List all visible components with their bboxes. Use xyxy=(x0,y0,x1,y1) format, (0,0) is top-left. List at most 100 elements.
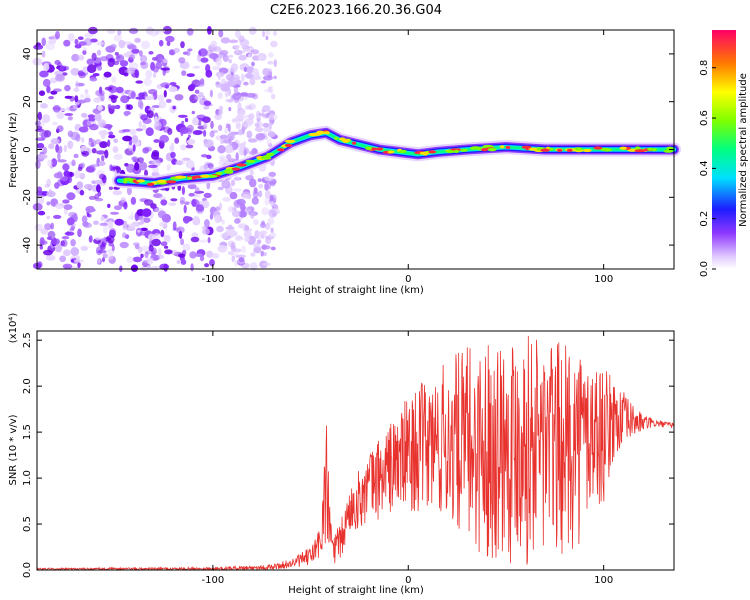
spectrogram-blob xyxy=(234,218,241,224)
ridge-peak xyxy=(236,163,247,167)
spectrogram-blob xyxy=(42,146,48,155)
spectrogram-blob xyxy=(113,34,123,42)
spectrogram-blob xyxy=(188,192,195,197)
spectrogram-blob xyxy=(77,54,85,61)
ridge-peak xyxy=(556,148,563,152)
spectrogram-blob xyxy=(228,131,236,137)
spectrogram-blob xyxy=(265,35,269,41)
spectrogram-blob xyxy=(220,134,228,140)
spectrogram-blob xyxy=(262,122,270,128)
spectrogram-blob xyxy=(270,93,276,100)
spectrogram-blob xyxy=(99,141,108,149)
spectrogram-blob xyxy=(217,92,223,100)
snr-panel: -100 0 100 0.0 0.5 1.0 1.5 2.0 2.5 Height of st… xyxy=(8,313,675,596)
spectrogram-blob xyxy=(138,92,145,98)
spectrogram-blob xyxy=(235,114,245,122)
spectrogram-blob xyxy=(151,238,161,247)
spectrogram-blob xyxy=(196,81,205,87)
x-tick-label: 100 xyxy=(594,274,613,285)
spectrogram-blob xyxy=(122,232,127,239)
spectrogram-blob xyxy=(262,262,272,266)
spectrogram-blob xyxy=(180,259,187,265)
ridge-peak xyxy=(276,148,285,152)
spectrogram-blob xyxy=(51,236,55,240)
spectrogram-blob xyxy=(258,183,264,189)
spectrogram-blob xyxy=(218,105,224,111)
spectrogram-blob xyxy=(32,203,43,211)
ridge-peak xyxy=(470,146,475,150)
spectrogram-blob xyxy=(52,105,61,113)
spectrogram-blob xyxy=(109,105,119,110)
spectrogram-blob xyxy=(236,235,242,240)
ridge-peak xyxy=(284,139,296,143)
spectrogram-blob xyxy=(54,60,61,65)
spectrogram-blob xyxy=(244,225,250,231)
y-tick-label: -40 xyxy=(22,237,33,253)
spectrogram-blob xyxy=(157,254,165,259)
spectrogram-blob xyxy=(61,236,70,240)
spectrogram-blob xyxy=(70,67,80,76)
spectrogram-blob xyxy=(132,144,136,152)
spectrogram-blob xyxy=(88,139,97,148)
spectrogram-blob xyxy=(140,227,148,232)
spectrogram-blob xyxy=(208,162,214,170)
spectrogram-blob xyxy=(220,138,224,145)
spectrogram-blob xyxy=(44,223,52,231)
spectrogram-blob xyxy=(184,117,189,123)
spectrogram-blob xyxy=(95,139,102,145)
spectrogram-blob xyxy=(174,137,180,144)
spectrogram-blob xyxy=(209,53,219,60)
spectrogram-blob xyxy=(100,216,105,222)
spectrogram-blob xyxy=(170,198,178,202)
spectrogram-blob xyxy=(113,153,123,161)
spectrogram-blob xyxy=(108,134,116,139)
spectrogram-blob xyxy=(135,96,145,100)
spectrogram-blob xyxy=(194,95,202,101)
spectrogram-blob xyxy=(146,257,154,265)
colorbar-label: Normalized spectral amplitude xyxy=(738,73,749,227)
spectrogram-blob xyxy=(263,252,267,257)
spectrogram-y-ticks: -40 -20 0 20 40 xyxy=(22,48,674,253)
spectrogram-blob xyxy=(267,131,276,138)
spectrogram-blob xyxy=(200,57,209,63)
spectrogram-blob xyxy=(140,40,151,50)
spectrogram-blob xyxy=(93,220,99,225)
snr-x-label: Height of straight line (km) xyxy=(288,585,424,596)
spectrogram-blob xyxy=(262,68,270,76)
spectrogram-blob xyxy=(190,263,194,272)
spectrogram-blob xyxy=(255,133,266,141)
spectrogram-blob xyxy=(269,180,276,187)
ridge-peak xyxy=(666,146,674,150)
spectrogram-blob xyxy=(88,235,93,243)
spectrogram-blob xyxy=(137,229,141,233)
spectrogram-blob xyxy=(80,245,89,251)
spectrogram-blob xyxy=(95,89,105,97)
spectrogram-blob xyxy=(190,236,200,243)
spectrogram-blob xyxy=(218,155,226,159)
spectrogram-blob xyxy=(269,194,274,202)
spectrogram-blob xyxy=(74,259,84,263)
spectrogram-blob xyxy=(74,44,82,49)
spectrogram-blob xyxy=(235,46,239,54)
spectrogram-blob xyxy=(151,150,160,157)
spectrogram-blob xyxy=(209,259,215,267)
spectrogram-blob xyxy=(266,138,272,147)
spectrogram-blob xyxy=(215,81,220,85)
spectrogram-blob xyxy=(184,201,190,205)
ridge-peak xyxy=(387,150,395,154)
spectrogram-blob xyxy=(107,58,115,68)
spectrogram-blob xyxy=(91,148,97,154)
spectrogram-blob xyxy=(113,60,120,66)
spectrogram-blob xyxy=(227,205,235,213)
ridge-peak xyxy=(174,175,187,179)
spectrogram-blob xyxy=(157,94,165,102)
spectrogram-blob xyxy=(67,175,73,184)
spectrogram-blob xyxy=(160,241,168,247)
y-tick-label: 2.5 xyxy=(22,332,33,348)
ridge-peak xyxy=(207,174,218,178)
spectrogram-blob xyxy=(186,73,195,77)
spectrogram-blob xyxy=(264,182,269,191)
spectrogram-blob xyxy=(245,175,254,181)
spectrogram-blob xyxy=(233,188,243,192)
spectrogram-blob xyxy=(63,39,71,47)
